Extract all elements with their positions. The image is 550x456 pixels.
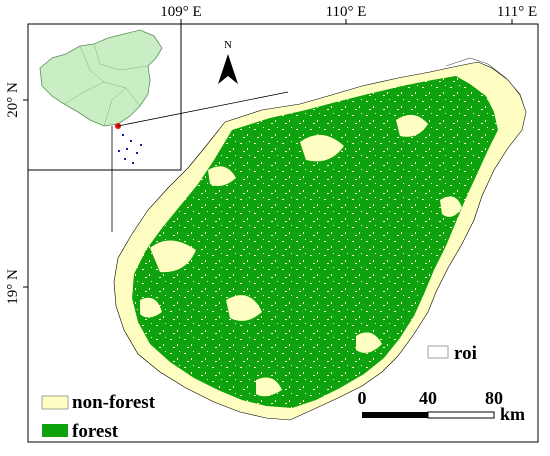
scale-tick-40: 40 <box>419 388 437 408</box>
legend-label-non-forest: non-forest <box>72 392 156 413</box>
roi-boundary <box>445 57 527 149</box>
longitude-label-111: 111° E <box>497 4 537 20</box>
scale-bar: 0 40 80 km <box>358 388 526 424</box>
legend-swatch-forest <box>42 424 68 437</box>
longitude-label-109: 109° E <box>160 4 201 20</box>
north-arrow-icon: N <box>218 39 238 84</box>
scale-tick-80: 80 <box>485 388 503 408</box>
inset-china-outline <box>39 29 163 127</box>
graticule-ticks <box>23 19 513 288</box>
legend-swatch-non-forest <box>41 395 69 410</box>
inset-province-lines <box>63 43 149 127</box>
latitude-label-20: 20° N <box>5 82 21 118</box>
island-forest-cover <box>132 76 498 408</box>
longitude-label-110: 110° E <box>326 4 367 20</box>
scale-tick-0: 0 <box>358 388 367 408</box>
inset-south-china-sea-islands <box>118 134 142 164</box>
latitude-label-19: 19° N <box>5 269 21 305</box>
inset-map <box>27 23 289 232</box>
non-forest-patches <box>140 114 462 397</box>
scale-bar-segment-2 <box>427 411 495 419</box>
land-cover-legend: non-forest forest <box>41 392 156 442</box>
inset-connector-top <box>117 91 289 127</box>
roi-legend-label: roi <box>454 343 477 364</box>
roi-legend-swatch <box>427 345 449 359</box>
legend-label-forest: forest <box>72 421 119 442</box>
scale-bar-segment-1 <box>362 412 428 418</box>
roi-legend: roi <box>427 343 477 364</box>
scale-unit: km <box>500 404 525 424</box>
north-arrow-label: N <box>224 39 232 51</box>
